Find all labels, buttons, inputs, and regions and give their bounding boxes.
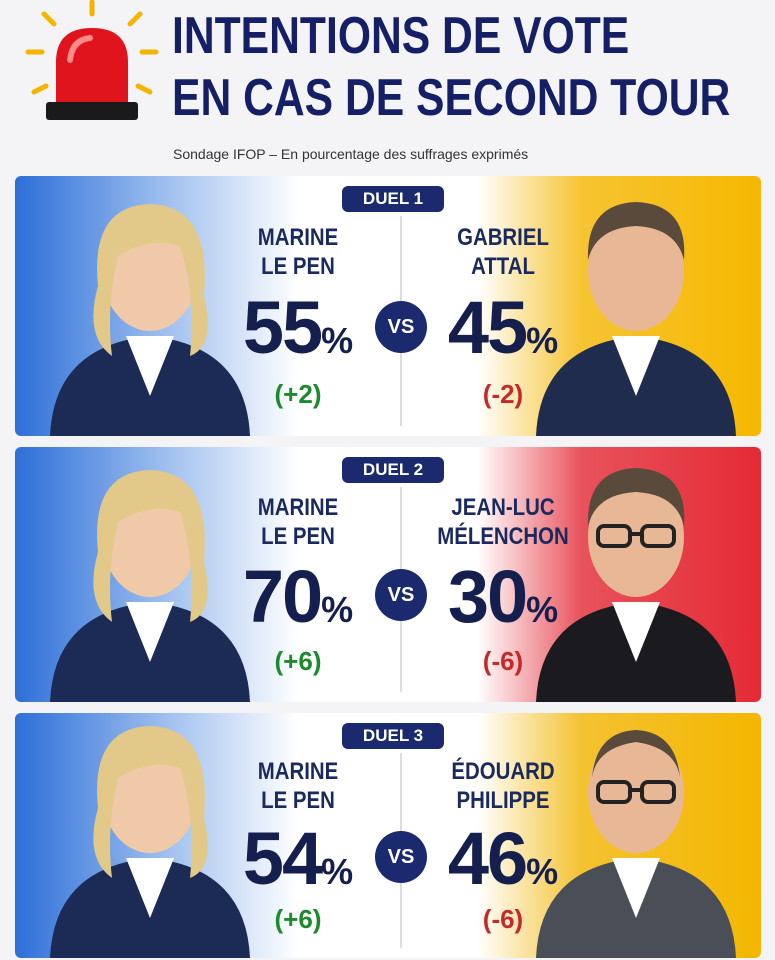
percent-value: 30 (447, 555, 528, 638)
percentage: 54% (198, 816, 398, 901)
portrait (50, 470, 250, 702)
percent-value: 46 (447, 817, 528, 900)
percent-sign: % (526, 320, 559, 361)
percent-value: 55 (242, 286, 323, 369)
title-line: EN CAS DE SECOND TOUR (172, 69, 731, 127)
name-line: LE PEN (261, 787, 335, 814)
duel-label: DUEL 1 (342, 186, 444, 212)
vs-badge: VS (375, 569, 427, 621)
candidate-name: GABRIEL ATTAL (403, 223, 603, 281)
change: (-6) (482, 646, 524, 676)
change: (-2) (482, 379, 524, 409)
duel-panel: DUEL 1 VS MARINE LE PEN 55% (+2) GABRIEL ATTAL 4… (15, 176, 761, 436)
percent-sign: % (321, 320, 354, 361)
name-line: MARINE (257, 494, 339, 521)
portrait (50, 204, 250, 436)
candidate-name: ÉDOUARD PHILIPPE (403, 757, 603, 815)
candidate-name: JEAN-LUC MÉLENCHON (403, 493, 603, 551)
name-line: MARINE (257, 758, 339, 785)
duel-label: DUEL 2 (342, 457, 444, 483)
subtitle: Sondage IFOP – En pourcentage des suffra… (173, 146, 529, 162)
change: (-6) (482, 904, 524, 934)
candidate-name: MARINE LE PEN (198, 223, 398, 281)
percentage: 30% (403, 554, 603, 639)
name-line: LE PEN (261, 523, 335, 550)
name-line: JEAN-LUC (451, 494, 555, 521)
duel-panel: DUEL 2 VS MARINE LE PEN 70% (+6) JEAN-LUC MÉLEN… (15, 447, 761, 702)
duel-panel: DUEL 3 VS MARINE LE PEN 54% (+6) ÉDOUARD PHILIP… (15, 713, 761, 958)
percent-value: 70 (242, 555, 323, 638)
percent-sign: % (321, 589, 354, 630)
siren-icon (25, 0, 159, 120)
percent-value: 45 (447, 286, 528, 369)
duel-label: DUEL 3 (342, 723, 444, 749)
percentage: 46% (403, 816, 603, 901)
name-line: ATTAL (471, 253, 535, 280)
percent-value: 54 (242, 817, 323, 900)
name-line: ÉDOUARD (451, 758, 555, 785)
name-line: PHILIPPE (456, 787, 550, 814)
change: (+2) (274, 379, 322, 409)
title-line: INTENTIONS DE VOTE (172, 7, 630, 65)
percentage: 45% (403, 285, 603, 370)
candidate-name: MARINE LE PEN (198, 493, 398, 551)
percentage: 70% (198, 554, 398, 639)
portrait (50, 726, 250, 958)
percent-sign: % (526, 851, 559, 892)
candidate-name: MARINE LE PEN (198, 757, 398, 815)
portrait (536, 202, 736, 436)
portrait (536, 730, 736, 958)
name-line: MÉLENCHON (437, 523, 569, 550)
name-line: GABRIEL (457, 224, 549, 251)
percentage: 55% (198, 285, 398, 370)
vs-badge: VS (375, 301, 427, 353)
change: (+6) (274, 646, 322, 676)
portrait (536, 468, 736, 702)
vs-badge: VS (375, 831, 427, 883)
change: (+6) (274, 904, 322, 934)
name-line: LE PEN (261, 253, 335, 280)
name-line: MARINE (257, 224, 339, 251)
percent-sign: % (321, 851, 354, 892)
percent-sign: % (526, 589, 559, 630)
